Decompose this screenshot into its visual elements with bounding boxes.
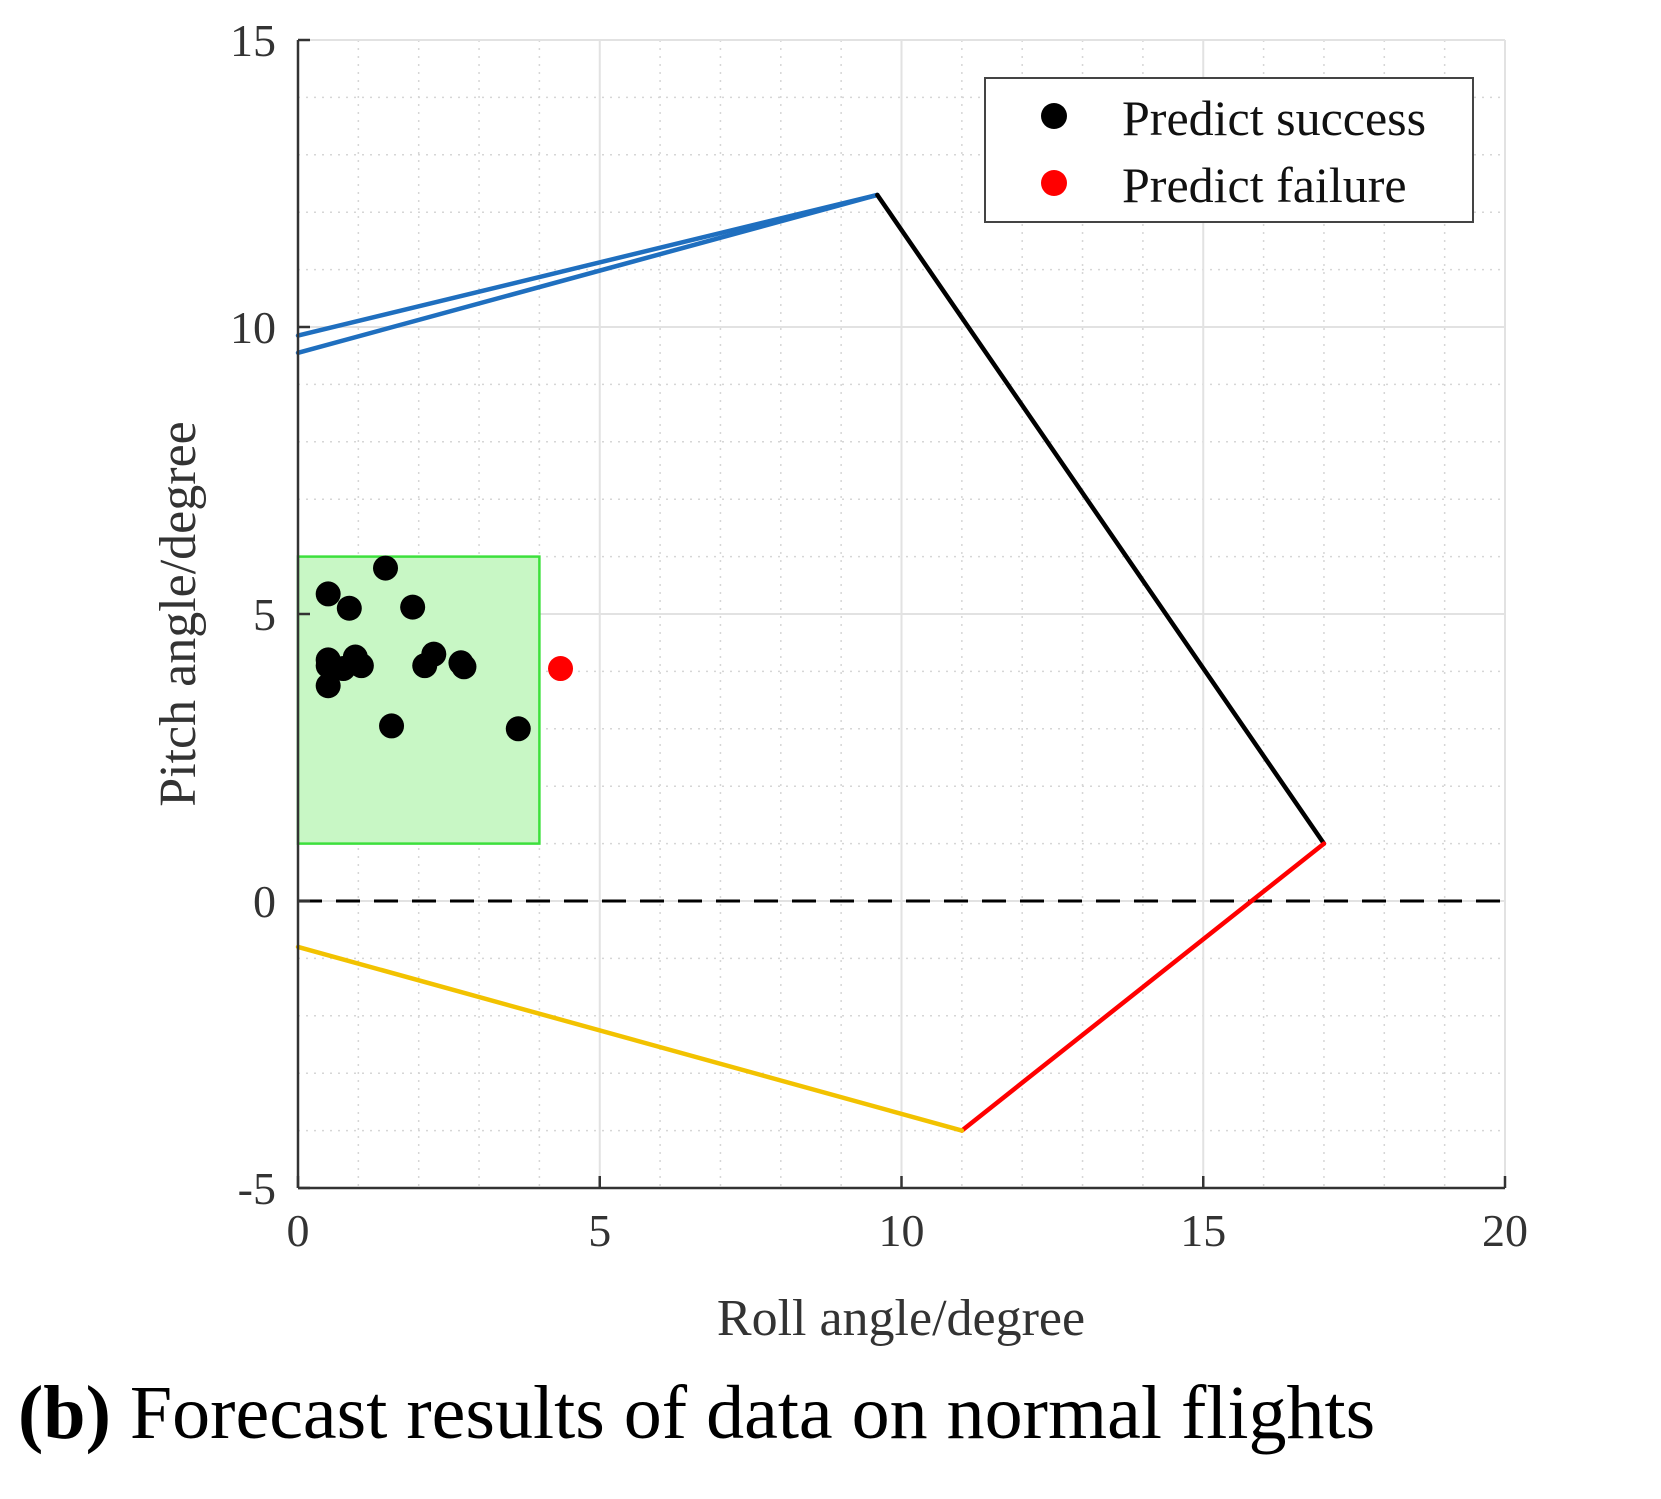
boundary-line-3 (959, 841, 1327, 1133)
y-axis-label: Pitch angle/degree (150, 421, 207, 807)
point-predict-success (373, 555, 399, 581)
boundary-line-1 (295, 192, 880, 356)
x-tick-label: 5 (588, 1205, 611, 1256)
caption-text: Forecast results of data on normal fligh… (110, 1371, 1376, 1455)
y-tick-label: 0 (253, 876, 276, 927)
points-layer (315, 555, 574, 742)
y-tick-label: 15 (230, 15, 276, 66)
point-predict-failure (548, 656, 574, 682)
boundary-line-2 (875, 192, 1327, 846)
y-tick-label: 5 (253, 589, 276, 640)
x-tick-label: 10 (879, 1205, 925, 1256)
y-tick-label: -5 (238, 1163, 276, 1214)
x-tick-label: 0 (287, 1205, 310, 1256)
y-tick-label: 10 (230, 302, 276, 353)
legend-label-success: Predict success (1122, 90, 1426, 146)
point-predict-success (336, 595, 362, 621)
boundary-lines-layer (295, 192, 1505, 1133)
figure-caption: (b) Forecast results of data on normal f… (18, 1370, 1375, 1457)
legend: Predict success Predict failure (984, 77, 1474, 223)
point-predict-success (451, 654, 477, 680)
legend-box (984, 77, 1474, 223)
legend-marker-failure (1041, 170, 1067, 196)
caption-label: (b) (18, 1371, 111, 1455)
boundary-line-0 (295, 192, 880, 338)
point-predict-success (400, 594, 426, 620)
axes (296, 38, 1507, 1190)
point-predict-success (379, 713, 405, 739)
point-predict-success (315, 581, 341, 607)
x-axis-label: Roll angle/degree (717, 1290, 1085, 1347)
legend-label-failure: Predict failure (1122, 157, 1407, 213)
point-predict-success (315, 673, 341, 699)
point-predict-success (348, 653, 374, 679)
legend-marker-success (1041, 103, 1067, 129)
boundary-line-4 (295, 944, 965, 1133)
point-predict-success (421, 641, 447, 667)
x-tick-label: 20 (1482, 1205, 1528, 1256)
point-predict-success (505, 716, 531, 742)
x-tick-label: 15 (1180, 1205, 1226, 1256)
